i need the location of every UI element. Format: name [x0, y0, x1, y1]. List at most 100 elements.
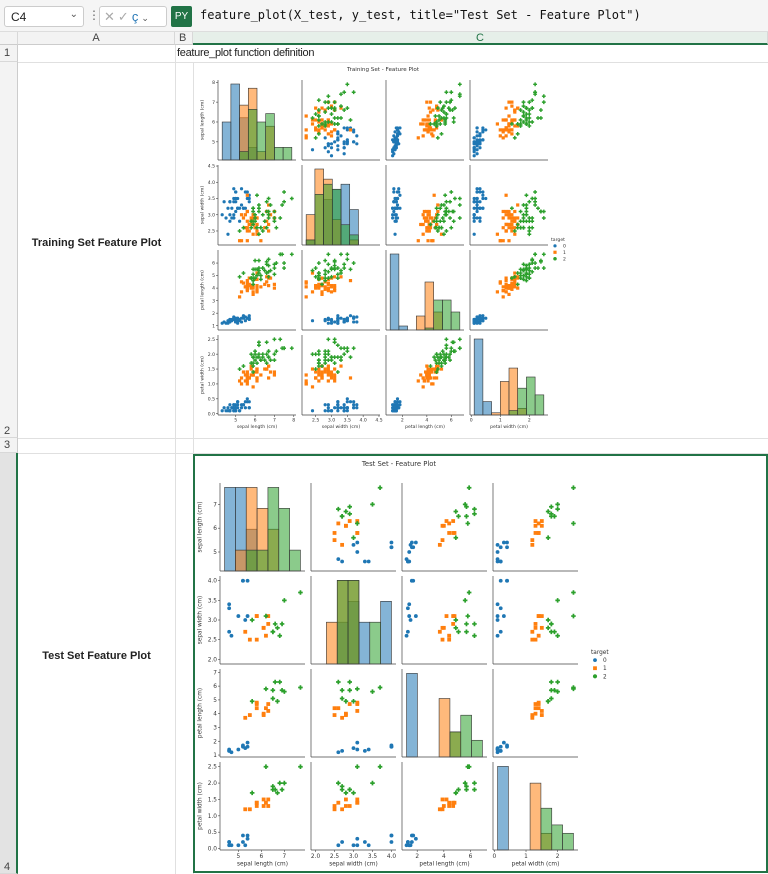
scatter-point	[495, 618, 500, 622]
scatter-point	[332, 337, 337, 342]
scatter-point	[444, 100, 449, 105]
scatter-point	[253, 258, 257, 263]
scatter-point	[264, 199, 269, 204]
scatter-point	[266, 797, 271, 802]
row-header-3[interactable]: 3	[0, 438, 18, 453]
histogram-bar	[274, 147, 284, 161]
selected-cell-c4[interactable]: Test Set - Feature Plot 5 6 7 sepal length (…	[193, 454, 768, 873]
cell-a2[interactable]: Training Set Feature Plot	[31, 237, 162, 249]
scatter-point	[533, 622, 538, 626]
scatter-point	[239, 406, 244, 410]
row-header-2[interactable]: 2	[0, 62, 18, 438]
histogram-bar	[278, 507, 290, 572]
scatter-point	[236, 400, 240, 404]
scatter-point	[472, 219, 476, 223]
chevron-down-icon[interactable]: ⌄	[69, 9, 78, 20]
column-header-a[interactable]: A	[18, 32, 175, 45]
scatter-point	[282, 266, 287, 270]
scatter-point	[527, 276, 532, 281]
scatter-point	[422, 209, 426, 214]
row-header-1[interactable]: 1	[0, 45, 18, 62]
scatter-point	[255, 222, 259, 227]
scatter-point	[443, 361, 448, 366]
cell-a4[interactable]: Test Set Feature Plot	[42, 650, 151, 662]
scatter-point	[435, 355, 440, 360]
scatter-point	[509, 122, 514, 126]
scatter-point	[253, 267, 257, 272]
scatter-point	[421, 122, 425, 126]
scatter-point	[442, 110, 446, 114]
select-all-corner[interactable]	[0, 32, 18, 45]
scatter-point	[263, 613, 269, 619]
cell-c1[interactable]: feature_plot function definition	[177, 47, 315, 59]
y-tick-label: 2.5	[208, 337, 215, 343]
scatter-point	[524, 263, 529, 268]
histogram-bar	[534, 394, 545, 416]
y-tick-label: 1	[212, 323, 215, 329]
scatter-point	[521, 114, 526, 118]
enter-icon[interactable]: ✓	[117, 9, 132, 24]
y-tick-label: 6	[213, 684, 217, 690]
scatter-point	[251, 209, 256, 214]
scatter-point	[265, 367, 269, 371]
scatter-point	[437, 114, 441, 118]
histogram-bar	[256, 549, 269, 572]
scatter-point	[434, 122, 439, 126]
histogram-bar	[473, 338, 484, 416]
formula-input[interactable]: feature_plot(X_test, y_test, title="Test…	[200, 8, 641, 22]
scatter-point	[472, 213, 476, 217]
scatter-point	[530, 216, 535, 220]
scatter-point	[466, 485, 472, 490]
scatter-point	[516, 203, 520, 207]
scatter-point	[345, 126, 349, 130]
chevron-down-icon[interactable]: ⌄	[141, 13, 152, 23]
scatter-point	[533, 196, 538, 201]
more-options-icon[interactable]: ⋮	[88, 8, 100, 22]
python-badge[interactable]: PY	[171, 6, 192, 27]
scatter-point	[249, 225, 254, 230]
data-type-icon[interactable]: ç	[131, 9, 142, 24]
legend-title: target	[591, 650, 609, 656]
scatter-point	[501, 128, 505, 132]
cancel-icon[interactable]: ✕	[104, 9, 118, 24]
scatter-point	[323, 146, 327, 150]
scatter-point	[355, 700, 360, 705]
scatter-point	[549, 504, 554, 510]
scatter-point	[342, 406, 346, 410]
scatter-point	[336, 409, 340, 413]
scatter-point	[339, 784, 345, 789]
scatter-point	[516, 124, 520, 128]
scatter-point	[495, 614, 500, 618]
scatter-point	[347, 511, 352, 517]
scatter-point	[504, 209, 508, 214]
scatter-point	[289, 196, 294, 201]
scatter-point	[310, 352, 315, 357]
scatter-point	[457, 346, 462, 351]
histogram-bar	[433, 299, 443, 331]
column-header-c[interactable]: C	[193, 32, 768, 45]
scatter-point	[518, 273, 523, 278]
scatter-point	[444, 343, 449, 348]
scatter-point	[268, 358, 273, 363]
scatter-point	[329, 267, 334, 272]
row-header-4[interactable]: 4	[0, 453, 18, 874]
scatter-point	[444, 90, 449, 95]
scatter-point	[314, 370, 318, 374]
name-box[interactable]: C4 ⌄	[4, 6, 84, 27]
x-tick-label: 4.0	[360, 418, 367, 424]
column-header-b[interactable]: B	[175, 32, 193, 45]
scatter-point	[449, 349, 454, 354]
scatter-point	[456, 629, 461, 635]
training-feature-plot[interactable]: Training Set - Feature Plot 5 6 7 8 sepal len…	[194, 63, 767, 437]
scatter-point	[320, 122, 324, 126]
scatter-point	[527, 262, 532, 267]
histogram-bar	[323, 183, 333, 246]
scatter-point	[236, 614, 241, 618]
scatter-point	[438, 352, 443, 357]
scatter-point	[249, 617, 255, 623]
scatter-point	[249, 276, 254, 281]
scatter-point	[329, 321, 334, 325]
scatter-point	[333, 128, 337, 132]
scatter-point	[255, 367, 259, 371]
scatter-point	[505, 578, 509, 583]
